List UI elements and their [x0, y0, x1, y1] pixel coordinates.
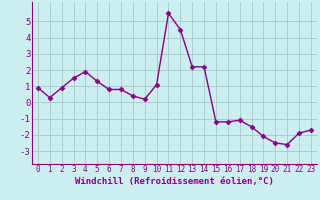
- X-axis label: Windchill (Refroidissement éolien,°C): Windchill (Refroidissement éolien,°C): [75, 177, 274, 186]
